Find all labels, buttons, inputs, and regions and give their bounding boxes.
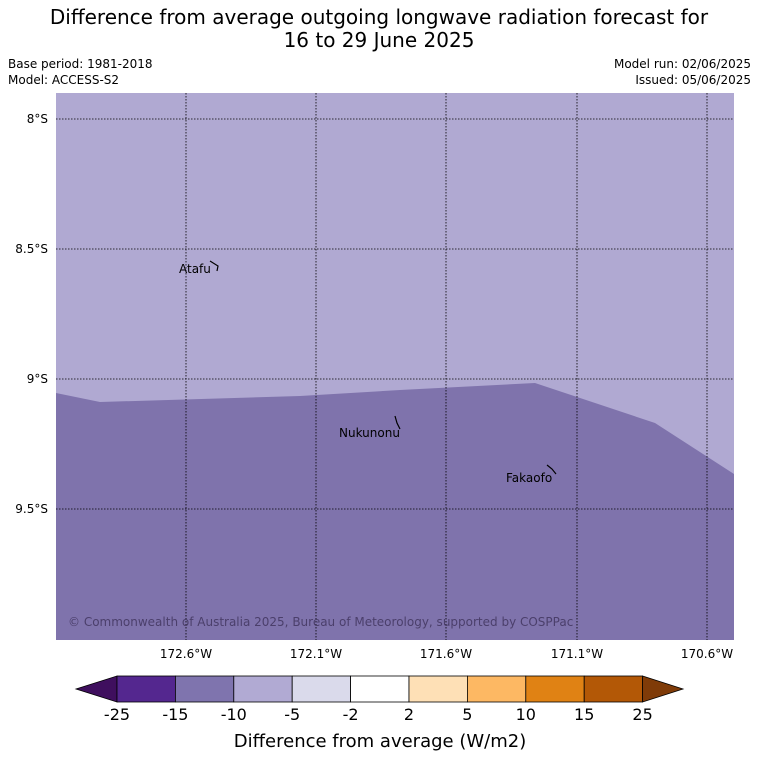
colorbar-bin-2 xyxy=(174,675,235,703)
lat-label-9s: 9°S xyxy=(27,372,48,386)
map-title-line2: 16 to 29 June 2025 xyxy=(283,28,475,52)
colorbar-bin-7 xyxy=(466,675,527,703)
latitude-labels: 8°S 8.5°S 9°S 9.5°S xyxy=(15,112,48,516)
colorbar-tick-10: 25 xyxy=(632,705,652,724)
atafu-label: Atafu xyxy=(179,262,211,276)
colorbar-tick-7: 5 xyxy=(462,705,472,724)
lat-label-8s: 8°S xyxy=(27,112,48,126)
colorbar-tick-3: -10 xyxy=(221,705,247,724)
fakaofo-label: Fakaofo xyxy=(506,471,552,485)
colorbar-tick-6: 2 xyxy=(404,705,414,724)
copyright-credit: © Commonwealth of Australia 2025, Bureau… xyxy=(68,615,573,629)
colorbar-bin-1 xyxy=(116,675,176,703)
model-run: Model run: 02/06/2025 xyxy=(613,57,751,71)
base-period: Base period: 1981-2018 xyxy=(8,57,153,71)
fakaofo-island xyxy=(546,464,557,475)
lon-label-172-1w: 172.1°W xyxy=(290,647,342,661)
lon-label-172-6w: 172.6°W xyxy=(160,647,212,661)
colorbar-bin-4 xyxy=(291,675,352,703)
colorbar-bin-8 xyxy=(525,675,585,703)
colorbar-bin-3 xyxy=(233,675,293,703)
colorbar-tick-1: -25 xyxy=(104,705,130,724)
lon-label-170-6w: 170.6°W xyxy=(681,647,733,661)
map-panel: Atafu Nukunonu Fakaofo © Commonwealth of… xyxy=(56,93,734,640)
lat-label-8-5s: 8.5°S xyxy=(15,242,48,256)
colorbar-extend-low xyxy=(74,675,118,703)
longitude-labels: 172.6°W 172.1°W 171.6°W 171.1°W 170.6°W xyxy=(160,647,733,661)
colorbar-tick-9: 15 xyxy=(574,705,594,724)
nukunonu-island xyxy=(394,415,401,430)
model-name: Model: ACCESS-S2 xyxy=(8,73,120,87)
lon-label-171-1w: 171.1°W xyxy=(551,647,603,661)
colorbar-tick-2: -15 xyxy=(162,705,188,724)
colorbar: -25 -15 -10 -5 -2 2 5 10 15 25 Differenc… xyxy=(74,675,685,752)
colorbar-tick-8: 10 xyxy=(516,705,536,724)
nukunonu-label: Nukunonu xyxy=(339,426,400,440)
lon-label-171-6w: 171.6°W xyxy=(420,647,472,661)
region-south xyxy=(56,383,734,640)
gridlines xyxy=(56,93,734,640)
colorbar-tick-5: -2 xyxy=(343,705,359,724)
colorbar-bin-5 xyxy=(350,675,410,703)
colorbar-tick-4: -5 xyxy=(284,705,300,724)
atafu-island xyxy=(209,260,219,272)
lat-label-9-5s: 9.5°S xyxy=(15,502,48,516)
colorbar-title: Difference from average (W/m2) xyxy=(234,731,526,752)
colorbar-extend-high xyxy=(642,675,685,703)
colorbar-bin-9 xyxy=(583,675,644,703)
map-title-line1: Difference from average outgoing longwav… xyxy=(49,5,709,29)
colorbar-bin-6 xyxy=(408,675,468,703)
issued-date: Issued: 05/06/2025 xyxy=(635,73,751,87)
